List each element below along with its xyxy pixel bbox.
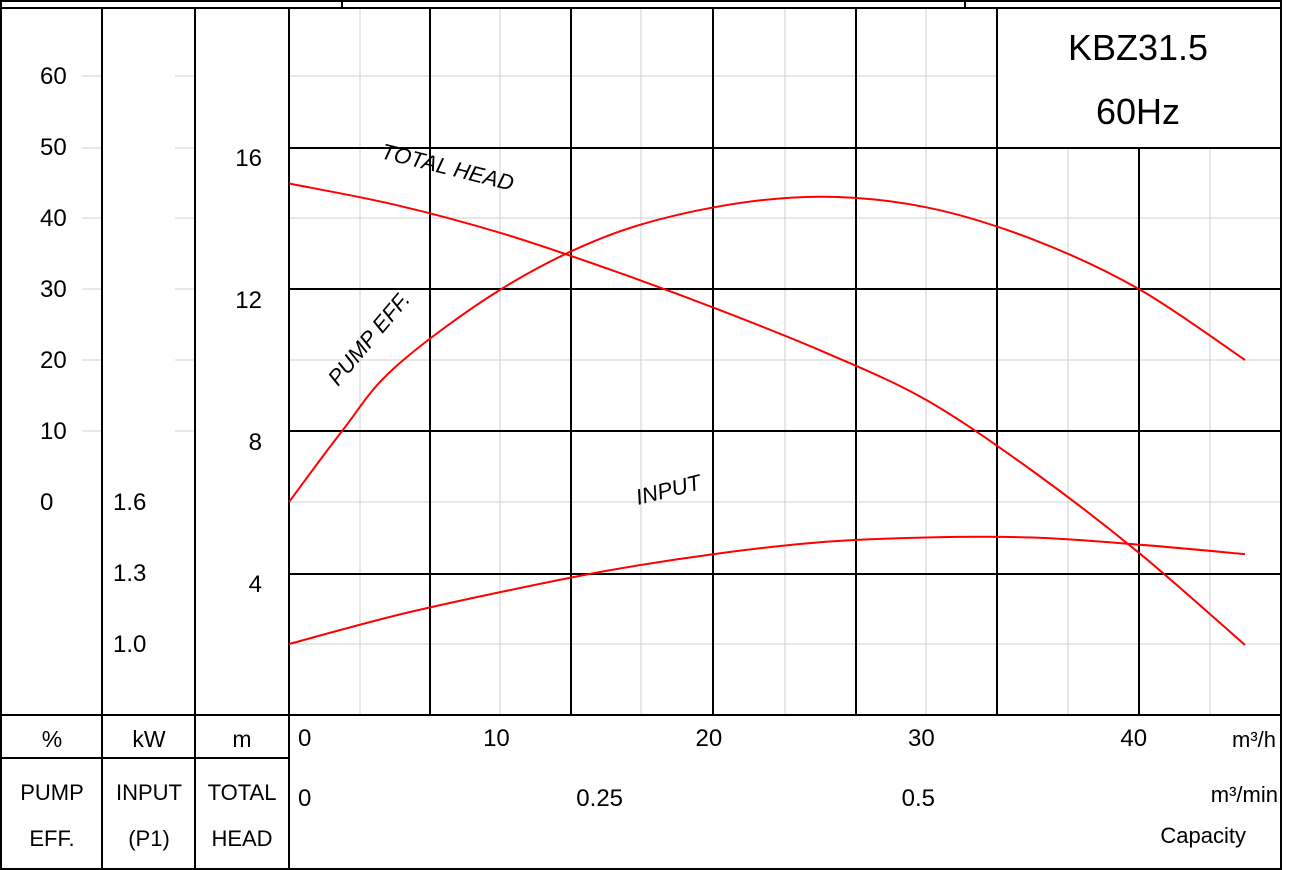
eff-tick-label: 0 bbox=[40, 489, 53, 516]
head-name-1: TOTAL bbox=[208, 780, 277, 805]
eff-name-1: PUMP bbox=[20, 780, 84, 805]
model-title: KBZ31.5 bbox=[1068, 27, 1208, 68]
x-alt-tick-labels: 0 0.25 0.5 bbox=[298, 785, 935, 812]
x-tick-label: 20 bbox=[696, 725, 723, 752]
x-tick-label: 30 bbox=[908, 725, 935, 752]
title-box bbox=[998, 9, 1280, 147]
power-tick-labels: 1.0 1.3 1.6 bbox=[113, 489, 146, 658]
pump-eff-curve bbox=[288, 195, 1246, 503]
eff-tick-label: 20 bbox=[40, 347, 67, 374]
x-tick-label: 0 bbox=[298, 725, 311, 752]
power-tick-label: 1.3 bbox=[113, 560, 146, 587]
curves bbox=[288, 182, 1246, 646]
eff-name-2: EFF. bbox=[29, 826, 74, 851]
power-tick-label: 1.0 bbox=[113, 631, 146, 658]
x-tick-labels: 0 10 20 30 40 bbox=[298, 725, 1147, 752]
eff-unit: % bbox=[42, 726, 62, 752]
x-alt-tick-label: 0.5 bbox=[902, 785, 935, 812]
frequency-title: 60Hz bbox=[1096, 91, 1180, 132]
eff-tick-labels: 0 10 20 30 40 50 60 bbox=[40, 63, 67, 516]
x-axis-label: Capacity bbox=[1160, 823, 1246, 848]
head-tick-label: 8 bbox=[249, 429, 262, 456]
eff-tick-label: 60 bbox=[40, 63, 67, 90]
head-tick-label: 16 bbox=[235, 145, 262, 172]
power-tick-label: 1.6 bbox=[113, 489, 146, 516]
input-label: INPUT bbox=[633, 469, 705, 510]
head-unit: m bbox=[232, 726, 251, 752]
eff-tick-label: 50 bbox=[40, 134, 67, 161]
x-alt-tick-label: 0 bbox=[298, 785, 311, 812]
major-grid bbox=[289, 8, 1281, 715]
power-unit: kW bbox=[132, 726, 166, 752]
eff-tick-label: 30 bbox=[40, 276, 67, 303]
input-curve bbox=[288, 535, 1246, 645]
x-alt-tick-label: 0.25 bbox=[576, 785, 623, 812]
x-tick-label: 10 bbox=[483, 725, 510, 752]
power-name-2: (P1) bbox=[128, 826, 170, 851]
x-unit: m³/h bbox=[1232, 727, 1276, 752]
power-name-1: INPUT bbox=[116, 780, 182, 805]
pump-eff-label: PUMP EFF. bbox=[323, 287, 415, 390]
x-tick-label: 40 bbox=[1120, 725, 1147, 752]
head-tick-label: 4 bbox=[249, 571, 262, 598]
x-unit-alt: m³/min bbox=[1211, 782, 1278, 807]
eff-tick-label: 10 bbox=[40, 418, 67, 445]
head-tick-labels: 4 8 12 16 bbox=[235, 145, 262, 598]
head-name-2: HEAD bbox=[211, 826, 272, 851]
head-tick-label: 12 bbox=[235, 287, 262, 314]
total-head-curve bbox=[288, 182, 1246, 646]
eff-tick-label: 40 bbox=[40, 205, 67, 232]
